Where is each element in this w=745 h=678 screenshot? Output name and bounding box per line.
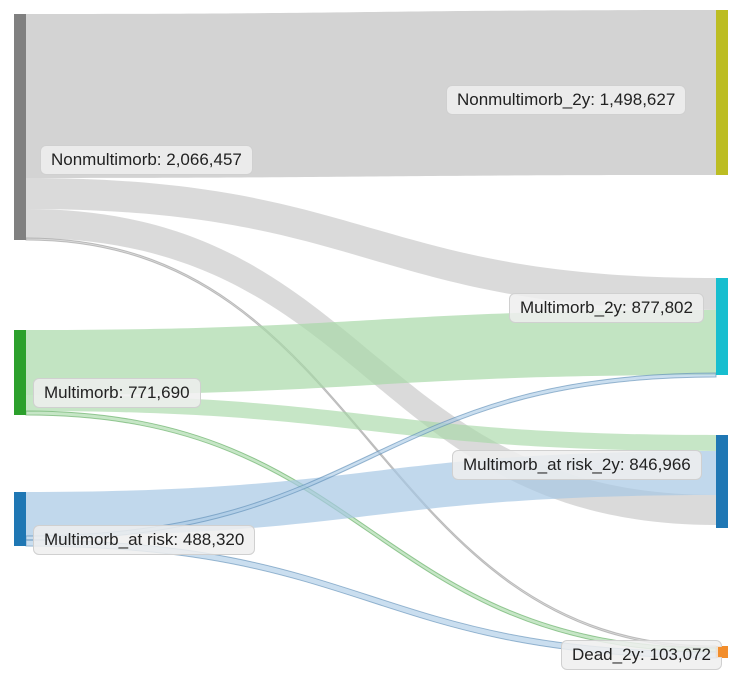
node-multirisk — [14, 492, 26, 546]
node-nonmulti2y — [716, 10, 728, 175]
node-multi2y — [716, 278, 728, 375]
link-nonmulti-to-nonmulti2y — [26, 10, 716, 178]
sankey-chart — [0, 0, 745, 678]
link-multirisk-to-multirisk2y — [26, 451, 716, 536]
node-multi — [14, 330, 26, 415]
dead-marker-icon — [718, 647, 728, 657]
node-nonmulti — [14, 14, 26, 240]
node-multirisk2y — [716, 435, 728, 528]
sankey-links — [26, 10, 716, 658]
